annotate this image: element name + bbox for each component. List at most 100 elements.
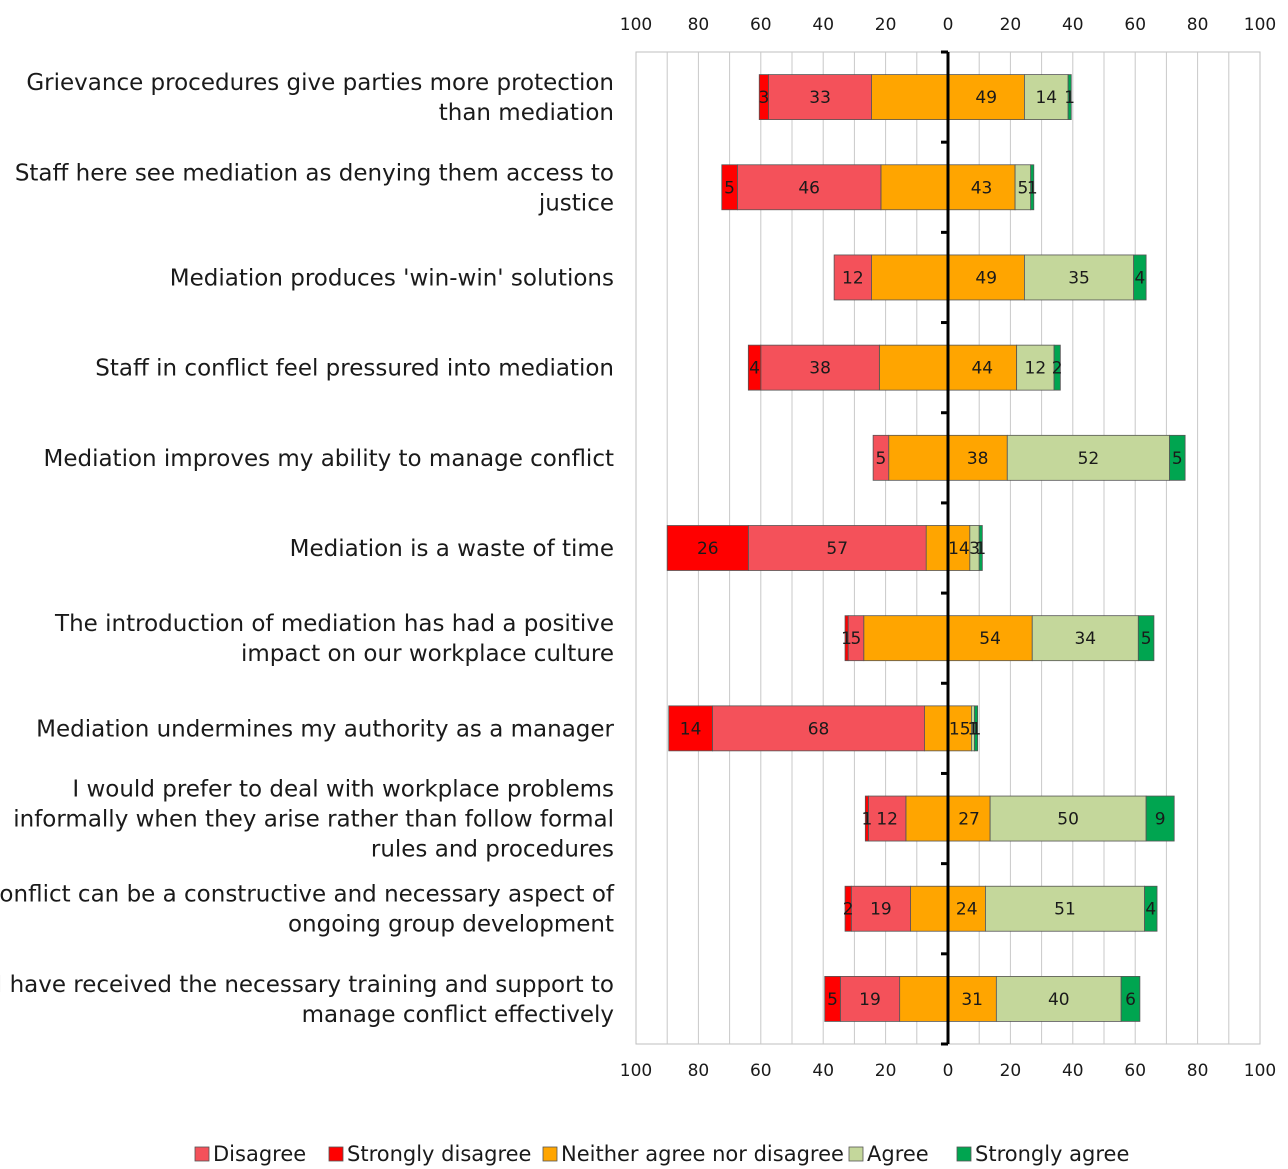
data-label-disagree: 46 [798,178,820,198]
x-tick-label-bottom: 100 [620,1061,652,1081]
x-tick-label-top: 100 [1244,15,1276,35]
bar-agree [1024,254,1135,301]
data-label-disagree: 33 [809,88,831,108]
x-tick-label-top: 100 [620,15,652,35]
data-label-neither: 14 [948,539,970,559]
data-label-neither: 27 [958,810,980,830]
bottom-axis: 100 80 60 40 20 0 20 40 60 80 100 [620,1061,1276,1081]
x-tick-label-bottom: 80 [1187,1061,1209,1081]
x-tick-label-top: 0 [943,15,954,35]
legend-label: Neither agree nor disagree [561,1142,844,1166]
data-label-agree: 35 [1068,268,1090,288]
data-label-strongly-agree: 9 [1155,810,1166,830]
bar-disagree [850,885,911,932]
data-label-strongly-disagree: 14 [680,719,702,739]
data-label-agree: 40 [1048,990,1070,1010]
bar-disagree [768,74,872,120]
category-label: Mediation improves my ability to manage … [43,446,614,472]
bar-neutral-left [880,164,949,211]
data-label-strongly-disagree: 3 [759,88,770,108]
legend-swatch [328,1146,344,1162]
category-label: rules and procedures [371,837,614,863]
bar-neutral-left [888,434,949,481]
legend: Disagree Strongly disagree Neither agree n… [194,1142,1129,1166]
category-label: impact on our workplace culture [241,641,614,667]
bar-strongly-disagree [844,615,849,662]
data-label-agree: 34 [1074,629,1096,649]
category-label: justice [538,190,614,216]
x-tick-label-bottom: 20 [875,1061,897,1081]
data-label-agree: 52 [1078,449,1100,469]
bar-strongly-agree [974,705,979,752]
x-tick-label-top: 40 [812,15,834,35]
category-label: than mediation [439,100,614,126]
x-tick-label-bottom: 80 [688,1061,710,1081]
data-label-strongly-agree: 1 [1027,178,1038,198]
data-label-disagree: 12 [876,810,898,830]
x-tick-label-top: 20 [1000,15,1022,35]
bar-strongly-disagree [747,344,762,391]
bar-disagree [747,525,927,571]
data-label-strongly-agree: 4 [1145,900,1156,920]
category-label: Mediation produces 'win-win' solutions [170,265,614,291]
data-label-strongly-disagree: 4 [749,359,760,379]
bar-strongly-disagree [721,164,738,211]
bar-strongly-disagree [668,705,713,752]
bar-strongly-agree [1133,254,1147,301]
category-label: manage conflict effectively [302,1002,614,1028]
data-label-strongly-disagree: 26 [697,539,719,559]
data-label-neither: 38 [967,449,989,469]
bar-neutral-left [905,795,949,842]
category-label: informally when they arise rather than f… [13,807,614,833]
bar-neutral-right [947,344,1018,391]
data-label-agree: 51 [1054,900,1076,920]
data-label-agree: 12 [1025,359,1047,379]
data-label-strongly-agree: 4 [1134,268,1145,288]
bar-neutral-right [947,615,1033,662]
x-tick-label-bottom: 40 [1062,1061,1084,1081]
x-tick-label-bottom: 20 [1000,1061,1022,1081]
data-label-disagree: 19 [870,900,892,920]
x-tick-label-bottom: 40 [812,1061,834,1081]
data-label-neither: 49 [975,268,997,288]
data-label-strongly-agree: 6 [1125,990,1136,1010]
data-label-agree: 3 [969,539,980,559]
bar-agree [995,976,1122,1022]
legend-label: Agree [867,1142,929,1166]
legend-swatch [542,1146,558,1162]
legend-swatch [194,1146,210,1162]
x-tick-label-top: 80 [688,15,710,35]
bar-neutral-left [878,344,949,391]
data-label-agree: 5 [1017,178,1028,198]
bar-neutral-left [925,525,949,571]
category-label: Mediation is a waste of time [290,536,614,562]
data-label-strongly-agree: 5 [1141,629,1152,649]
bar-neutral-left [871,254,949,301]
grid [635,51,1261,1045]
category-label: Staff here see mediation as denying them… [15,160,614,186]
data-label-agree: 50 [1057,810,1079,830]
bar-disagree [833,254,872,301]
data-label-neither: 54 [979,629,1001,649]
bar-strongly-agree [1169,434,1186,481]
data-label-strongly-disagree: 2 [843,900,854,920]
category-label: Staff in conflict feel pressured into me… [95,356,614,382]
bar-strongly-agree [1053,344,1061,391]
bar-strongly-disagree [666,525,749,571]
bar-agree [1006,434,1170,481]
bar-strongly-agree [1145,795,1175,842]
bar-disagree [712,705,926,752]
bar-agree [1024,74,1069,120]
data-label-neither: 43 [971,178,993,198]
category-label: The introduction of mediation has had a … [54,611,614,637]
data-label-disagree: 57 [826,539,848,559]
bar-neutral-right [947,434,1008,481]
data-label-neither: 44 [971,359,993,379]
category-labels: Grievance procedures give parties more p… [0,70,615,1028]
data-label-disagree: 5 [851,629,862,649]
bar-strongly-disagree [758,74,769,120]
bar-neutral-left [899,976,949,1022]
x-tick-label-bottom: 100 [1244,1061,1276,1081]
bar-strongly-disagree [824,976,841,1022]
